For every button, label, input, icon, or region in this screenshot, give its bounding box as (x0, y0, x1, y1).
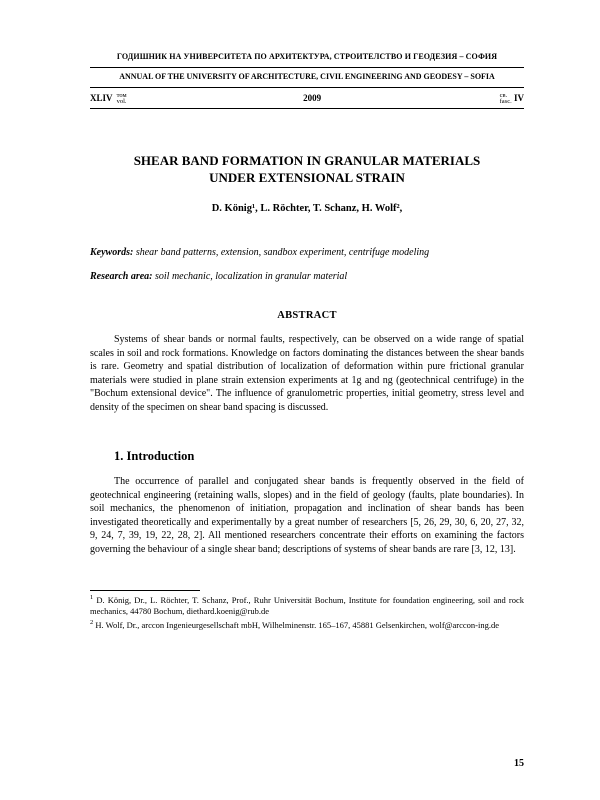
footnote-1: 1 D. König, Dr., L. Röchter, T. Schanz, … (90, 594, 524, 616)
authors: D. König¹, L. Röchter, T. Schanz, H. Wol… (90, 202, 524, 216)
abstract-heading: ABSTRACT (90, 309, 524, 323)
rule-3 (90, 108, 524, 109)
research-area-label: Research area: (90, 271, 153, 282)
keywords-text: shear band patterns, extension, sandbox … (133, 247, 429, 258)
journal-header-english: ANNUAL OF THE UNIVERSITY OF ARCHITECTURE… (90, 72, 524, 83)
volume-label: томvol. (117, 93, 127, 105)
issue-block: св.fasc. IV (498, 92, 524, 105)
footnote-2: 2 H. Wolf, Dr., arccon Ingenieurgesellsc… (90, 619, 524, 630)
research-area-line: Research area: soil mechanic, localizati… (90, 270, 524, 284)
rule-2 (90, 87, 524, 88)
paper-title: SHEAR BAND FORMATION IN GRANULAR MATERIA… (90, 153, 524, 186)
research-area-text: soil mechanic, localization in granular … (153, 271, 348, 282)
footnote-rule (90, 590, 200, 591)
page-number: 15 (514, 757, 524, 771)
keywords-line: Keywords: shear band patterns, extension… (90, 246, 524, 260)
journal-header-bulgarian: ГОДИШНИК НА УНИВЕРСИТЕТА ПО АРХИТЕКТУРА,… (90, 52, 524, 63)
keywords-label: Keywords: (90, 247, 133, 258)
section-1-heading: 1. Introduction (90, 448, 524, 465)
issue-label: св.fasc. (500, 93, 512, 105)
rule-1 (90, 67, 524, 68)
journal-meta-row: XLIV томvol. 2009 св.fasc. IV (90, 92, 524, 105)
issue-roman: IV (514, 93, 524, 103)
volume-block: XLIV томvol. (90, 92, 127, 105)
volume-roman: XLIV (90, 93, 112, 103)
abstract-text: Systems of shear bands or normal faults,… (90, 333, 524, 414)
year: 2009 (303, 92, 321, 104)
section-1-text: The occurrence of parallel and conjugate… (90, 475, 524, 556)
